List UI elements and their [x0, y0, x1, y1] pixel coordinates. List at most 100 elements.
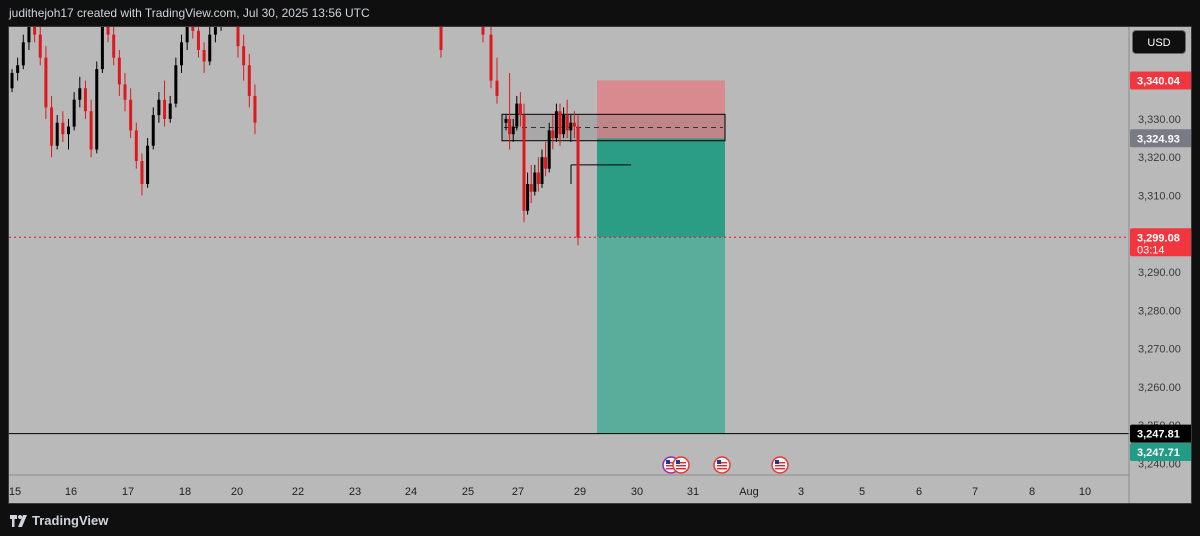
x-axis-tick-label: 7	[972, 486, 978, 498]
candle-body	[522, 115, 526, 211]
candle-body	[123, 84, 127, 100]
price-label-badge	[1130, 442, 1191, 461]
candle-body	[565, 115, 569, 131]
chart-area[interactable]: 3,350.003,330.003,320.003,310.003,290.00…	[8, 26, 1192, 504]
candle-body	[544, 157, 548, 169]
candle-body	[213, 27, 217, 35]
candle-body	[38, 34, 42, 58]
candle-body	[481, 27, 485, 35]
x-axis-tick-label: Aug	[739, 486, 759, 498]
candle-body	[140, 161, 144, 184]
candle-body	[208, 34, 212, 62]
candle-body	[439, 27, 443, 50]
us-flag-icon[interactable]	[672, 456, 690, 474]
candle-body	[526, 183, 530, 211]
x-axis-tick-label: 5	[859, 486, 865, 498]
candle-body	[185, 27, 189, 43]
candle-body	[112, 34, 116, 58]
us-flag-icon[interactable]	[771, 456, 789, 474]
x-axis-tick-label: 22	[292, 486, 304, 498]
y-axis-tick-label: 3,260.00	[1138, 382, 1181, 394]
price-label-text: 3,324.93	[1137, 133, 1180, 145]
candle-body	[508, 118, 512, 135]
profit-zone	[597, 237, 725, 434]
currency-button[interactable]: USD	[1132, 30, 1186, 54]
candle-body	[533, 172, 537, 192]
price-label-text: 3,299.08	[1137, 232, 1180, 244]
candle-body	[504, 118, 508, 123]
y-axis-tick-label: 3,320.00	[1138, 152, 1181, 164]
candle-body	[576, 126, 580, 238]
candle-body	[55, 122, 59, 146]
candle-body	[21, 42, 25, 66]
x-axis-tick-label: 16	[65, 486, 77, 498]
x-axis-tick-label: 25	[462, 486, 474, 498]
candle-body	[174, 65, 178, 104]
stop-loss-zone	[597, 80, 725, 139]
candle-body	[562, 115, 566, 135]
candle-body	[95, 69, 99, 150]
footer: TradingView	[0, 504, 1200, 536]
candle-body	[536, 172, 540, 184]
tradingview-logo[interactable]: TradingView	[10, 513, 108, 528]
candle-body	[551, 130, 555, 139]
candle-body	[146, 145, 150, 184]
candle-body	[157, 99, 161, 116]
x-axis-tick-label: 29	[574, 486, 586, 498]
candle-body	[129, 99, 133, 131]
candle-body	[163, 99, 167, 119]
candle-body	[89, 111, 93, 150]
price-label-text: 3,247.81	[1137, 429, 1180, 441]
x-axis-tick-label: 27	[512, 486, 524, 498]
candle-body	[10, 72, 14, 89]
x-axis-tick-label: 3	[798, 486, 804, 498]
candle-body	[242, 46, 246, 66]
candle-body	[572, 122, 576, 127]
price-label-badge	[1130, 228, 1191, 257]
candle-body	[27, 27, 31, 43]
candle-body	[547, 130, 551, 169]
price-chart[interactable]: 3,350.003,330.003,320.003,310.003,290.00…	[9, 27, 1192, 504]
y-axis-tick-label: 3,330.00	[1138, 114, 1181, 126]
candle-body	[554, 111, 558, 139]
candle-body	[151, 115, 155, 146]
price-label-badge	[1130, 129, 1191, 148]
us-flag-icon[interactable]	[713, 456, 731, 474]
candle-body	[191, 27, 195, 31]
x-axis-tick-label: 6	[916, 486, 922, 498]
candle-body	[44, 57, 48, 108]
chart-attribution: judithejoh17 created with TradingView.co…	[0, 0, 1200, 26]
price-label-countdown: 03:14	[1137, 244, 1165, 256]
price-label-badge	[1130, 424, 1191, 443]
x-axis-tick-label: 8	[1029, 486, 1035, 498]
candle-body	[558, 111, 562, 135]
x-axis-tick-label: 23	[349, 486, 361, 498]
candle-body	[247, 65, 251, 96]
candle-body	[100, 27, 104, 70]
y-axis-tick-label: 3,270.00	[1138, 344, 1181, 356]
candle-body	[529, 183, 533, 192]
x-axis-tick-label: 31	[687, 486, 699, 498]
y-axis-tick-label: 3,280.00	[1138, 305, 1181, 317]
y-axis-tick-label: 3,240.00	[1138, 459, 1181, 471]
profit-zone-filled	[597, 138, 725, 238]
price-label-text: 3,247.71	[1137, 447, 1180, 459]
y-axis-tick-label: 3,290.00	[1138, 267, 1181, 279]
candle-body	[180, 42, 183, 66]
y-axis-tick-label: 3,310.00	[1138, 190, 1181, 202]
candle-body	[83, 88, 87, 112]
candle-body	[518, 103, 522, 116]
candle-body	[67, 126, 70, 135]
candle-body	[540, 157, 544, 184]
candle-body	[196, 30, 200, 50]
candle-body	[117, 57, 121, 85]
price-label-badge	[1130, 71, 1191, 90]
candle-body	[134, 130, 138, 162]
candle-body	[168, 103, 172, 119]
tradingview-brand: TradingView	[32, 513, 109, 528]
price-label-text: 3,340.04	[1137, 75, 1181, 87]
x-axis-tick-label: 18	[179, 486, 191, 498]
x-axis-tick-label: 10	[1079, 486, 1091, 498]
candle-body	[236, 27, 240, 47]
candle-body	[61, 122, 65, 135]
